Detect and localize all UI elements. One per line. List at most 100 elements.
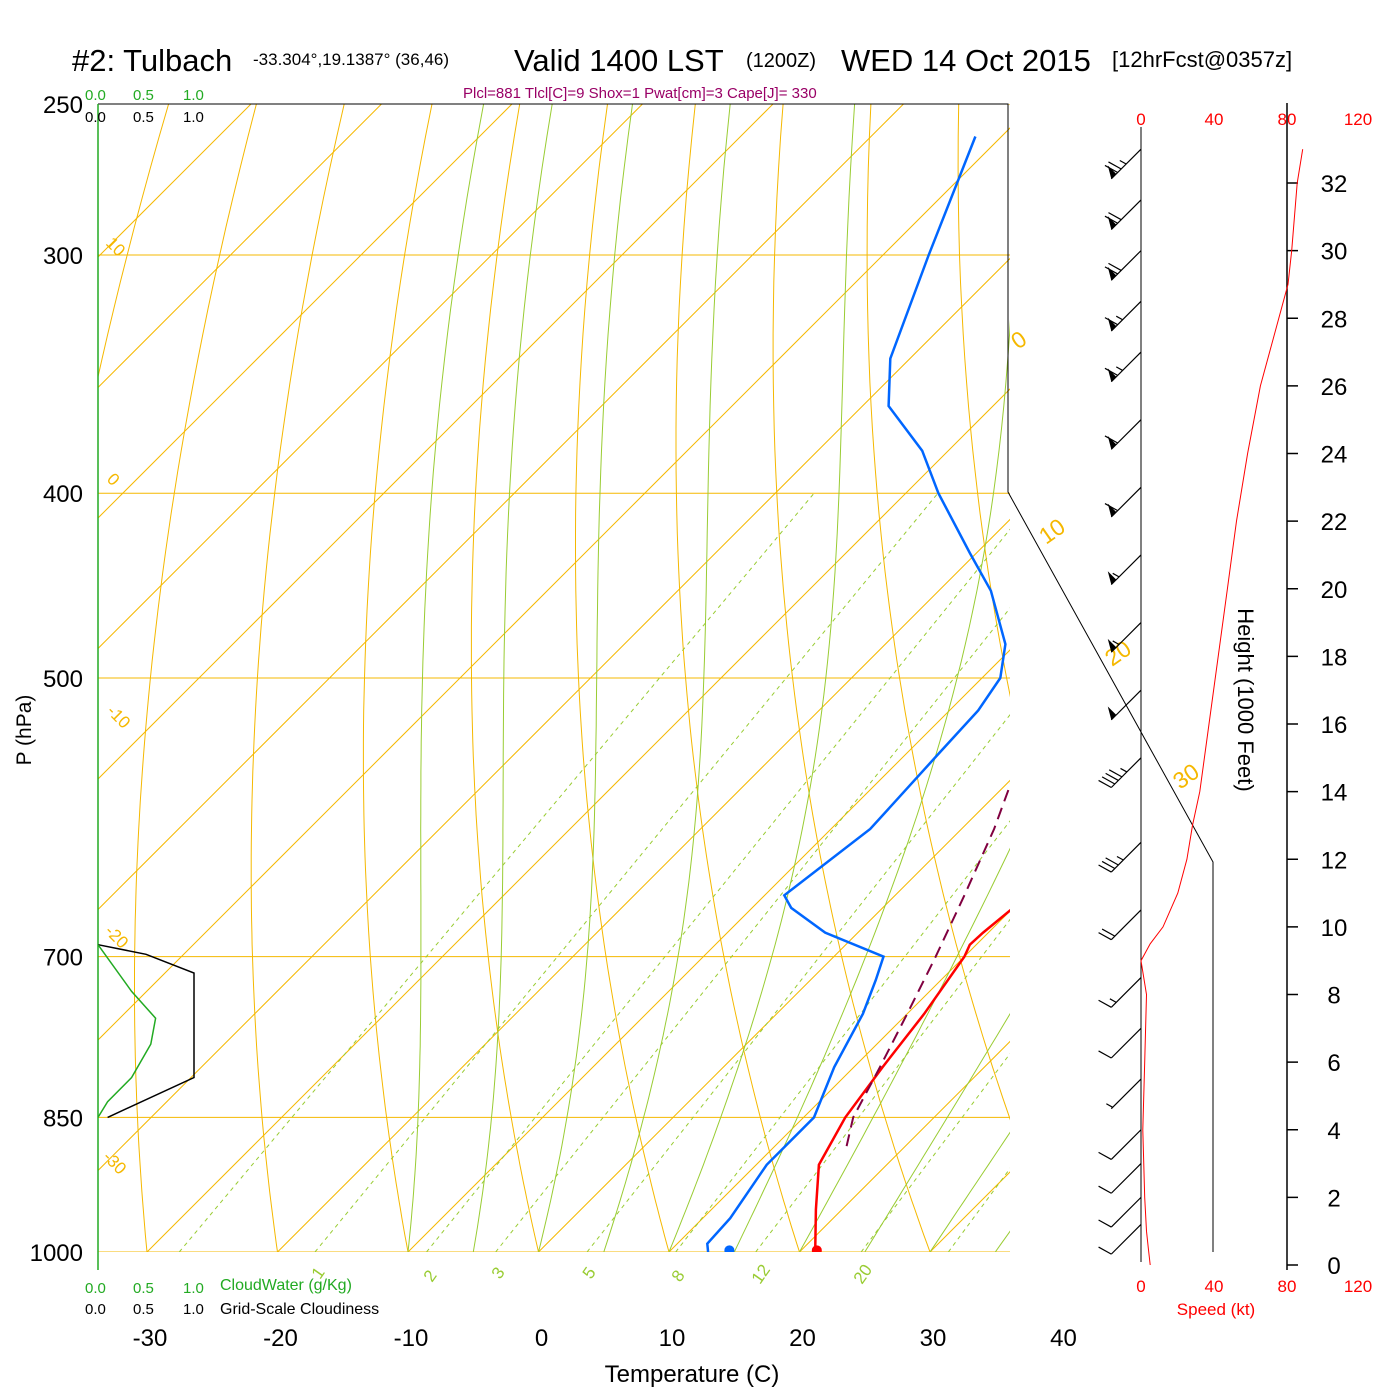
cloudwater-scale-bottom: 0.0 [85, 1280, 106, 1297]
speed-axis-label: Speed (kt) [1177, 1300, 1255, 1319]
dry-adiabat-line [675, 104, 800, 1252]
wind-barb [1106, 1078, 1142, 1110]
moist-adiabat-line [929, 1131, 1010, 1252]
mixing-ratio-label: 3 [488, 1264, 509, 1283]
wind-barb [1107, 554, 1142, 586]
surface-dewpoint-point [724, 1245, 735, 1252]
wind-speed-profile [1140, 149, 1304, 1266]
dry-adiabat-line [772, 104, 931, 1252]
mixing-ratio-label: 8 [668, 1267, 689, 1286]
dry-adiabat-line [1310, 104, 1400, 1252]
cloudwater-profile [97, 944, 157, 1118]
isotherm-line [98, 104, 904, 911]
plot-boundary [98, 103, 1214, 1252]
height-tick-label: 22 [1321, 509, 1348, 536]
wind-barb [1107, 689, 1142, 721]
temperature-tick-label: 0 [535, 1325, 548, 1352]
dry-adiabat-label: 30 [1168, 758, 1204, 794]
dry-adiabat-label: 0 [1006, 325, 1031, 354]
cloudiness-scale-top: 0.0 [85, 109, 106, 126]
mixing-ratio-line [314, 492, 939, 1252]
cloudiness-scale-top: 1.0 [183, 109, 204, 126]
zulu-time: (1200Z) [746, 50, 816, 72]
speed-tick-top: 40 [1205, 110, 1224, 129]
wind-barb [1104, 351, 1142, 383]
speed-tick-bottom: 0 [1136, 1277, 1145, 1296]
valid-time: Valid 1400 LST [514, 43, 724, 78]
height-tick-label: 10 [1321, 915, 1348, 942]
cloudiness-scale-top: 0.5 [133, 109, 154, 126]
sounding-series [706, 136, 1010, 1252]
speed-tick-bottom: 40 [1205, 1277, 1224, 1296]
parcel-profile-line [845, 782, 1010, 1147]
mixing-ratio-line [495, 607, 1010, 1252]
isotherm-line [146, 388, 1010, 1252]
height-tick-label: 16 [1321, 712, 1348, 739]
mixing-ratio-label: 12 [748, 1261, 774, 1287]
forecast-date: WED 14 Oct 2015 [841, 43, 1091, 78]
x-axis-label: Temperature (C) [605, 1361, 780, 1388]
pressure-tick-label: 500 [43, 666, 83, 693]
mixing-ratio-line [586, 714, 1010, 1252]
isotherm-line [407, 649, 1010, 1252]
isotherm-line [538, 779, 1010, 1252]
wind-barb [1098, 1027, 1142, 1059]
wind-barb [1107, 622, 1142, 653]
wind-barb [1104, 300, 1142, 332]
temperature-profile-line [813, 908, 1010, 1252]
isotherm-line [98, 104, 643, 650]
wind-barb [1104, 148, 1142, 180]
isotherm-label: -30 [99, 1147, 130, 1178]
isotherm-line [98, 104, 513, 519]
height-tick-label: 0 [1327, 1253, 1340, 1280]
isotherm-label: 0 [103, 469, 123, 489]
forecast-info: [12hrFcst@0357z] [1112, 47, 1292, 72]
pressure-tick-label: 700 [43, 945, 83, 972]
height-tick-label: 12 [1321, 847, 1348, 874]
isotherm-line [98, 104, 382, 389]
wind-barb [1104, 486, 1142, 518]
speed-tick-top: 0 [1136, 110, 1145, 129]
height-tick-label: 20 [1321, 577, 1348, 604]
wind-barb [1104, 199, 1142, 231]
cloudwater-scale-bottom: 1.0 [183, 1280, 204, 1297]
moist-adiabat-line [864, 1012, 1010, 1252]
temperature-tick-label: -30 [133, 1325, 168, 1352]
mixing-ratio-line [860, 1052, 1010, 1252]
mixing-ratio-line [178, 492, 815, 1252]
mixing-ratio-label: 20 [850, 1261, 876, 1287]
pressure-tick-label: 250 [43, 92, 83, 119]
wind-barb [1098, 1224, 1142, 1255]
height-tick-label: 8 [1327, 983, 1340, 1010]
moist-adiabat-line [603, 104, 731, 1252]
height-tick-label: 24 [1321, 442, 1348, 469]
speed-tick-bottom: 80 [1278, 1277, 1297, 1296]
wind-barb [1104, 419, 1142, 450]
moist-adiabat-line [538, 104, 633, 1252]
dry-adiabat-line [575, 104, 670, 1252]
axes-text: 0.0 0.0 0.5 0.5 1.0 1.0 0.0 0.0 0.5 0.5 1.0 1.0 Clou… [13, 87, 1077, 1388]
pressure-tick-label: 1000 [30, 1240, 83, 1267]
speed-tick-bottom: 120 [1344, 1277, 1372, 1296]
wind-barb [1104, 250, 1142, 281]
temperature-tick-label: -10 [394, 1325, 429, 1352]
speed-tick-top: 120 [1344, 110, 1372, 129]
isotherm-label: -10 [103, 701, 134, 732]
moist-adiabat-line [994, 1230, 1010, 1252]
dry-adiabat-line [362, 104, 433, 1252]
dry-adiabat-line [250, 104, 345, 1252]
cloudiness-label: Grid-Scale Cloudiness [220, 1301, 379, 1318]
isotherm-line [1191, 104, 1400, 1252]
mixing-ratio-line [675, 820, 1010, 1252]
temperature-tick-label: -20 [263, 1325, 298, 1352]
cloudwater-scale-bottom: 0.5 [133, 1280, 154, 1297]
isotherm-line [98, 257, 1010, 1172]
isotherm-line [98, 104, 774, 780]
height-tick-label: 4 [1327, 1118, 1340, 1145]
dewpoint-profile-line [706, 136, 1007, 1252]
moist-adiabat-line [407, 104, 485, 1252]
temperature-tick-label: 40 [1050, 1325, 1077, 1352]
